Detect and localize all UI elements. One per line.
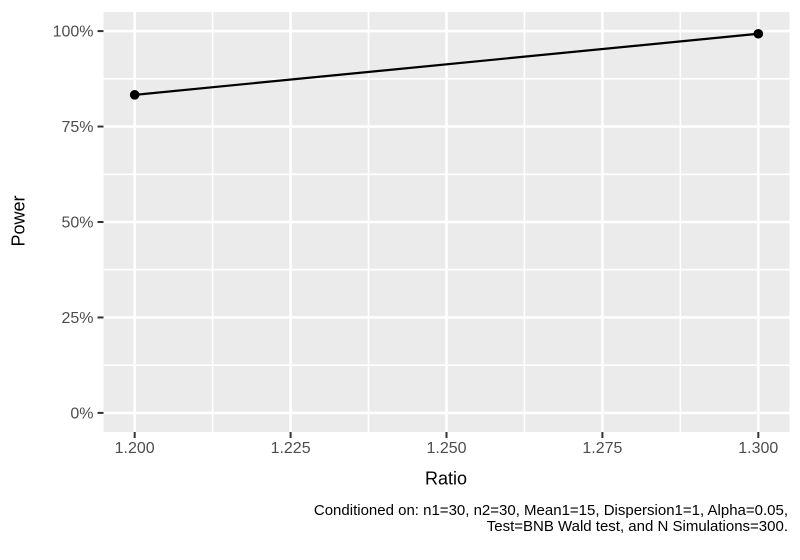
y-axis-title: Power [8, 195, 29, 247]
x-tick-label: 1.250 [426, 440, 466, 457]
caption-line-1: Conditioned on: n1=30, n2=30, Mean1=15, … [313, 502, 788, 519]
x-tick-label: 1.225 [271, 440, 311, 457]
x-tick-label: 1.300 [738, 440, 778, 457]
data-point [753, 28, 764, 39]
data-point [129, 90, 140, 100]
y-tick-label: 0% [70, 405, 93, 422]
plot-caption: Conditioned on: n1=30, n2=30, Mean1=15, … [314, 503, 788, 534]
series-line [134, 32, 759, 96]
x-axis-title: Ratio [424, 468, 468, 489]
y-tick-label: 75% [61, 119, 93, 136]
caption-line-2: Test=BNB Wald test, and N Simulations=30… [486, 517, 788, 535]
y-tick-label: 50% [61, 215, 93, 232]
y-tick-label: 100% [53, 24, 94, 41]
x-tick-label: 1.275 [582, 440, 622, 457]
x-tick-label: 1.200 [115, 440, 155, 457]
y-tick-label: 25% [61, 310, 93, 327]
